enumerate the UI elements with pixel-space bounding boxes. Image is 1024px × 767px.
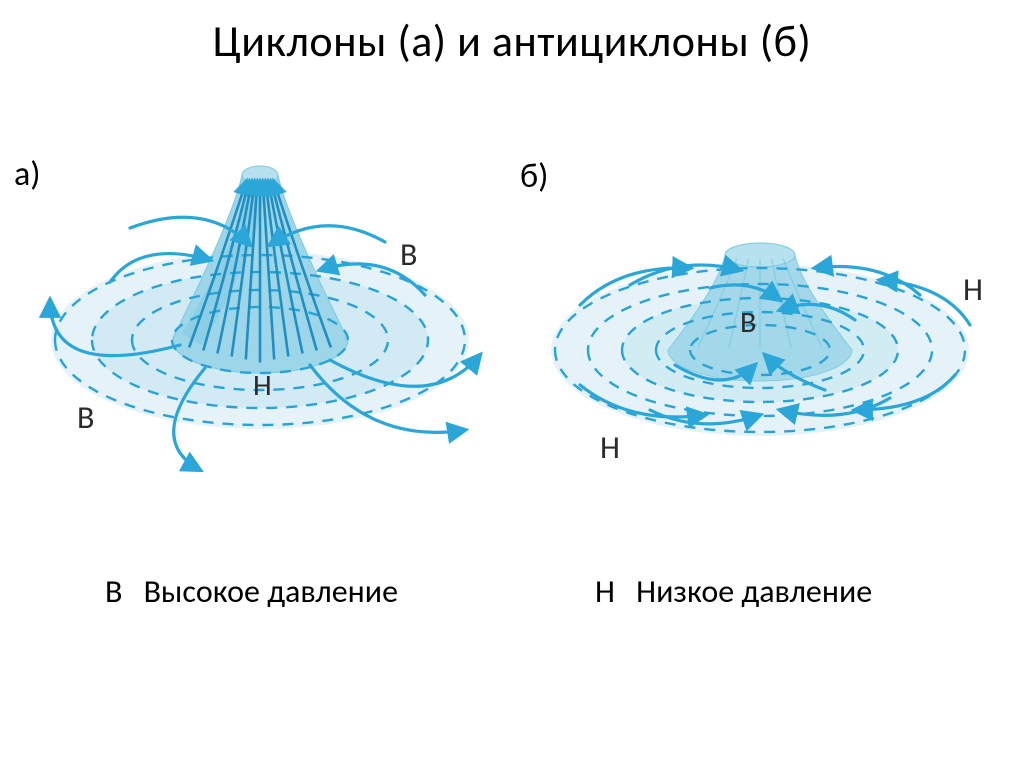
caption-text-high: Высокое давление (144, 572, 398, 611)
caption-key-b: В (105, 572, 122, 611)
svg-text:В: В (400, 235, 417, 274)
svg-text:Н: Н (963, 270, 983, 309)
caption-key-n: Н (595, 572, 615, 611)
anticyclone-diagram: Н Н В (525, 160, 1005, 490)
svg-text:В: В (740, 304, 756, 341)
caption-low-pressure: Н Низкое давление (595, 572, 872, 611)
diagram-area: а) б) ВВН ННВ (0, 120, 1024, 520)
page-title: Циклоны (а) и антициклоны (б) (0, 14, 1024, 68)
cyclone-diagram: В В Н (25, 130, 505, 490)
svg-text:Н: Н (600, 428, 620, 467)
caption-text-low: Низкое давление (636, 572, 872, 611)
svg-text:Н: Н (253, 367, 272, 404)
svg-text:В: В (77, 398, 94, 437)
caption-high-pressure: В Высокое давление (105, 572, 398, 611)
page: Циклоны (а) и антициклоны (б) а) б) ВВН … (0, 0, 1024, 767)
